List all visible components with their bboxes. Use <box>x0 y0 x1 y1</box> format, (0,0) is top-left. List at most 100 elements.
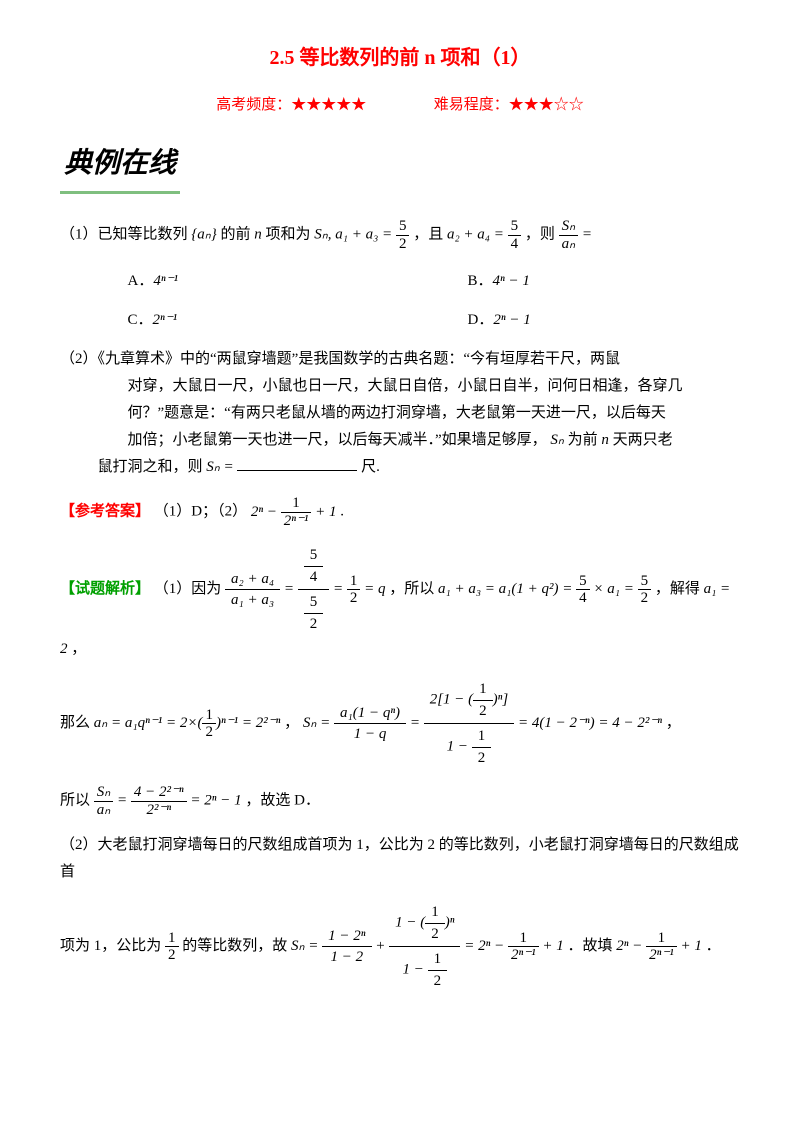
ana-p3res: = 2ⁿ − 1 <box>190 793 241 809</box>
meta-row: 高考频度：★★★★★ 难易程度：★★★☆☆ <box>60 92 740 119</box>
q2-l4: 加倍；小老鼠第一天也进一尺，以后每天减半．”如果墙足够厚， Sₙ 为前 n 天两… <box>60 427 740 454</box>
ana-p3f2: 4 − 2²⁻ⁿ2²⁻ⁿ <box>131 784 187 818</box>
optC-math: 2ⁿ⁻¹ <box>153 312 178 328</box>
ana-p2a: 那么 <box>60 715 90 731</box>
q1-f2d: 4 <box>508 236 522 253</box>
ana-rhs-num: 54 <box>298 543 330 590</box>
ana-eq2: = <box>333 581 343 597</box>
q2-l2: 对穿，大鼠日一尺，小鼠也日一尺，大鼠日自倍，小鼠日自半，问何日相逢，各穿几 <box>60 373 740 400</box>
p3f2n: 4 − 2²⁻ⁿ <box>131 784 187 802</box>
analysis-5: 项为 1，公比为 12 的等比数列，故 Sₙ = 1 − 2ⁿ1 − 2 + 1… <box>60 900 740 993</box>
ana-p3f: Sₙaₙ <box>94 784 113 818</box>
p5f2nb: )ⁿ <box>445 915 455 931</box>
h1d: 2 <box>202 724 216 741</box>
ans-dot: . <box>340 504 344 520</box>
ana-Snf2: 2[1 − (12)ⁿ] 1 − 12 <box>424 677 515 770</box>
p5f2da: 1 − <box>402 962 423 978</box>
p5f2na: 1 − ( <box>395 915 425 931</box>
ana-p3a: 所以 <box>60 793 90 809</box>
optB-label: B． <box>468 273 493 289</box>
diff-label: 难易程度： <box>434 97 509 113</box>
snf2nh1: 1 <box>473 679 493 701</box>
p5f1d: 1 − 2 <box>322 947 371 968</box>
ana-an: aₙ = a₁qⁿ⁻¹ = 2×( <box>94 715 203 731</box>
ans-fd: 2ⁿ⁻¹ <box>281 513 312 530</box>
q1-frac1: 52 <box>396 218 410 252</box>
ana-f52: 52 <box>638 573 652 607</box>
h1n: 1 <box>202 707 216 725</box>
ana-p3eq: = <box>117 793 127 809</box>
ana-p5d: ． <box>706 938 721 954</box>
ana-lhs-den: a₁ + a₃ <box>225 590 280 611</box>
q1-n: n <box>254 227 262 243</box>
freq-label: 高考频度： <box>216 97 291 113</box>
analysis-3: 所以 Sₙaₙ = 4 − 2²⁻ⁿ2²⁻ⁿ = 2ⁿ − 1 ，故选 D． <box>60 784 740 818</box>
p5rhd: 2ⁿ⁻¹ <box>508 947 539 964</box>
q1-f1d: 2 <box>396 236 410 253</box>
option-b: B．4ⁿ − 1 <box>400 268 740 295</box>
q2-l4b: 为前 <box>568 432 598 448</box>
snf2dh2: 2 <box>472 748 492 769</box>
answer-block: 【参考答案】 （1）D；（2） 2ⁿ − 12ⁿ⁻¹ + 1 . <box>60 495 740 529</box>
analysis-4: （2）大老鼠打洞穿墙每日的尺数组成首项为 1，公比为 2 的等比数列，小老鼠打洞… <box>60 832 740 886</box>
ana-p5plus: + <box>375 938 385 954</box>
ana-p5f2: 1 − (12)ⁿ 1 − 12 <box>389 900 460 993</box>
f52n: 5 <box>638 573 652 591</box>
q1-options: A．4ⁿ⁻¹ B．4ⁿ − 1 C．2ⁿ⁻¹ D．2ⁿ − 1 <box>60 262 740 340</box>
ana-f54: 54 <box>576 573 590 607</box>
ana-lhs-frac: a₂ + a₄a₁ + a₃ <box>225 569 280 611</box>
p5hn: 1 <box>165 930 179 948</box>
p3fn: Sₙ <box>94 784 113 802</box>
ana-rhs-frac: 54 52 <box>298 543 330 636</box>
ana-Sn: Sₙ = <box>303 715 330 731</box>
option-d: D．2ⁿ − 1 <box>400 307 740 334</box>
f54n: 5 <box>576 573 590 591</box>
q1-ratio: Sₙaₙ <box>559 218 578 252</box>
q2-l4-n: n <box>601 432 609 448</box>
ana-expr1: a₁ + a₃ = a₁(1 + q²) = <box>438 581 572 597</box>
p5rhn: 1 <box>508 930 539 948</box>
ana-p5ansf: 12ⁿ⁻¹ <box>646 930 677 964</box>
ana-p2end: ， <box>666 715 681 731</box>
ana-p5Sn: Sₙ = <box>291 938 318 954</box>
ans-fn: 1 <box>281 495 312 513</box>
q1-stem-a: （1）已知等比数列 <box>60 227 188 243</box>
q1-Sn: Sₙ, a₁ + a₃ = <box>314 227 392 243</box>
question-1: （1）已知等比数列 {aₙ} 的前 n 项和为 Sₙ, a₁ + a₃ = 52… <box>60 218 740 252</box>
freq-stars: ★★★★★ <box>291 97 366 113</box>
ana-p1a: （1）因为 <box>154 581 222 597</box>
snf2nb: )ⁿ] <box>493 692 509 708</box>
ana-sep: ， <box>284 715 299 731</box>
ana-p1b: ，所以 <box>389 581 434 597</box>
snf2na: 2[1 − ( <box>430 692 473 708</box>
q2-l1: （2）《九章算术》中的“两鼠穿墙题”是我国数学的古典名题：“今有垣厚若干尺，两鼠 <box>60 346 740 373</box>
ana-p5eq: = 2ⁿ − <box>464 938 504 954</box>
q1-f2n: 5 <box>508 218 522 236</box>
q1-stem-b: 的前 <box>221 227 251 243</box>
snf2dh1: 1 <box>472 726 492 748</box>
snf2nh2: 2 <box>473 701 493 722</box>
p5f1n: 1 − 2ⁿ <box>322 926 371 948</box>
option-a: A．4ⁿ⁻¹ <box>60 268 400 295</box>
q2-l4a: 加倍；小老鼠第一天也进一尺，以后每天减半．”如果墙足够厚， <box>128 432 547 448</box>
snf2da: 1 − <box>447 739 468 755</box>
option-c: C．2ⁿ⁻¹ <box>60 307 400 334</box>
ana-an2: )ⁿ⁻¹ = 2²⁻ⁿ <box>216 715 280 731</box>
snf2n: 2[1 − (12)ⁿ] <box>424 677 515 724</box>
ana-p1c: ，解得 <box>655 581 700 597</box>
p3f2d: 2²⁻ⁿ <box>131 802 187 819</box>
p5hd: 2 <box>165 947 179 964</box>
snf1d: 1 − q <box>334 724 406 745</box>
p5anshn: 1 <box>646 930 677 948</box>
ana-p5ansb: + 1 <box>680 938 701 954</box>
p5f2n: 1 − (12)ⁿ <box>389 900 460 947</box>
q1-stem-d: ，且 <box>413 227 443 243</box>
ana-p5ansa: 2ⁿ − <box>616 938 642 954</box>
f54d: 4 <box>576 590 590 607</box>
q1-stem-e: ，则 <box>525 227 555 243</box>
p5f2dh1: 1 <box>428 949 448 971</box>
ans-p2-post: + 1 <box>315 504 336 520</box>
diff-stars: ★★★☆☆ <box>509 97 584 113</box>
ana-p5r2: + 1 <box>542 938 563 954</box>
analysis-label: 【试题解析】 <box>60 581 150 597</box>
